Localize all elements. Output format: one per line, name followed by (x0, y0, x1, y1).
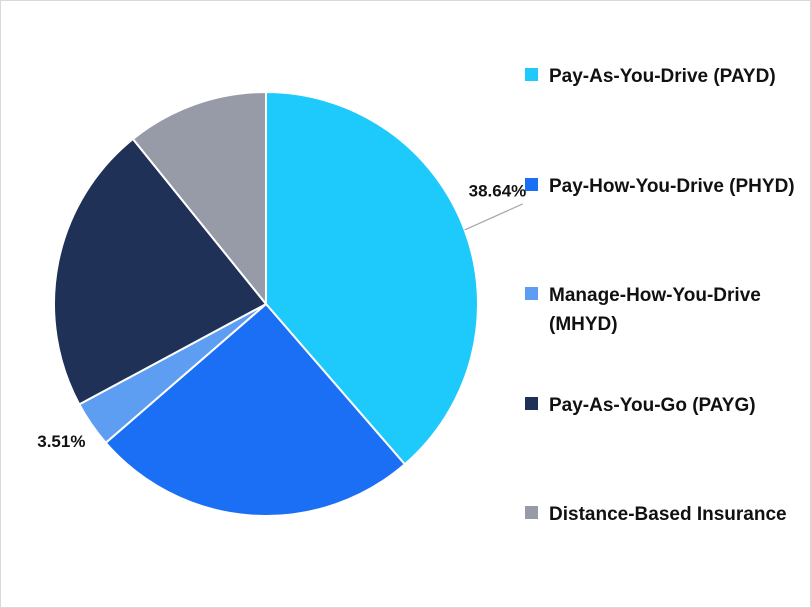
data-label: 38.64% (469, 181, 527, 200)
legend-swatch (525, 396, 538, 410)
leader-line (464, 203, 523, 231)
legend-item: Pay-As-You-Drive (PAYD) (525, 62, 799, 91)
legend-label: Manage-How-You-Drive (MHYD) (549, 285, 761, 335)
pie-slice (265, 90, 479, 466)
pie-slice (131, 90, 267, 307)
pie-slice (53, 137, 268, 406)
legend-swatch (525, 68, 538, 81)
legend-item: Pay-As-You-Go (PAYG) (525, 391, 799, 420)
legend-label: Pay-How-You-Drive (PHYD) (549, 175, 795, 197)
legend-item: Pay-How-You-Drive (PHYD) (525, 172, 799, 201)
pie-slice (104, 302, 407, 517)
legend-swatch (525, 287, 538, 300)
legend-label: Pay-As-You-Drive (PAYD) (549, 66, 776, 87)
data-label: 3.51% (37, 432, 85, 451)
legend-label: Distance-Based Insurance (549, 504, 787, 525)
legend-item: Distance-Based Insurance (525, 500, 799, 529)
legend-item: Manage-How-You-Drive (MHYD) (525, 281, 799, 339)
legend-swatch (525, 177, 538, 191)
legend-swatch (525, 506, 538, 519)
legend-label: Pay-As-You-Go (PAYG) (549, 394, 756, 416)
